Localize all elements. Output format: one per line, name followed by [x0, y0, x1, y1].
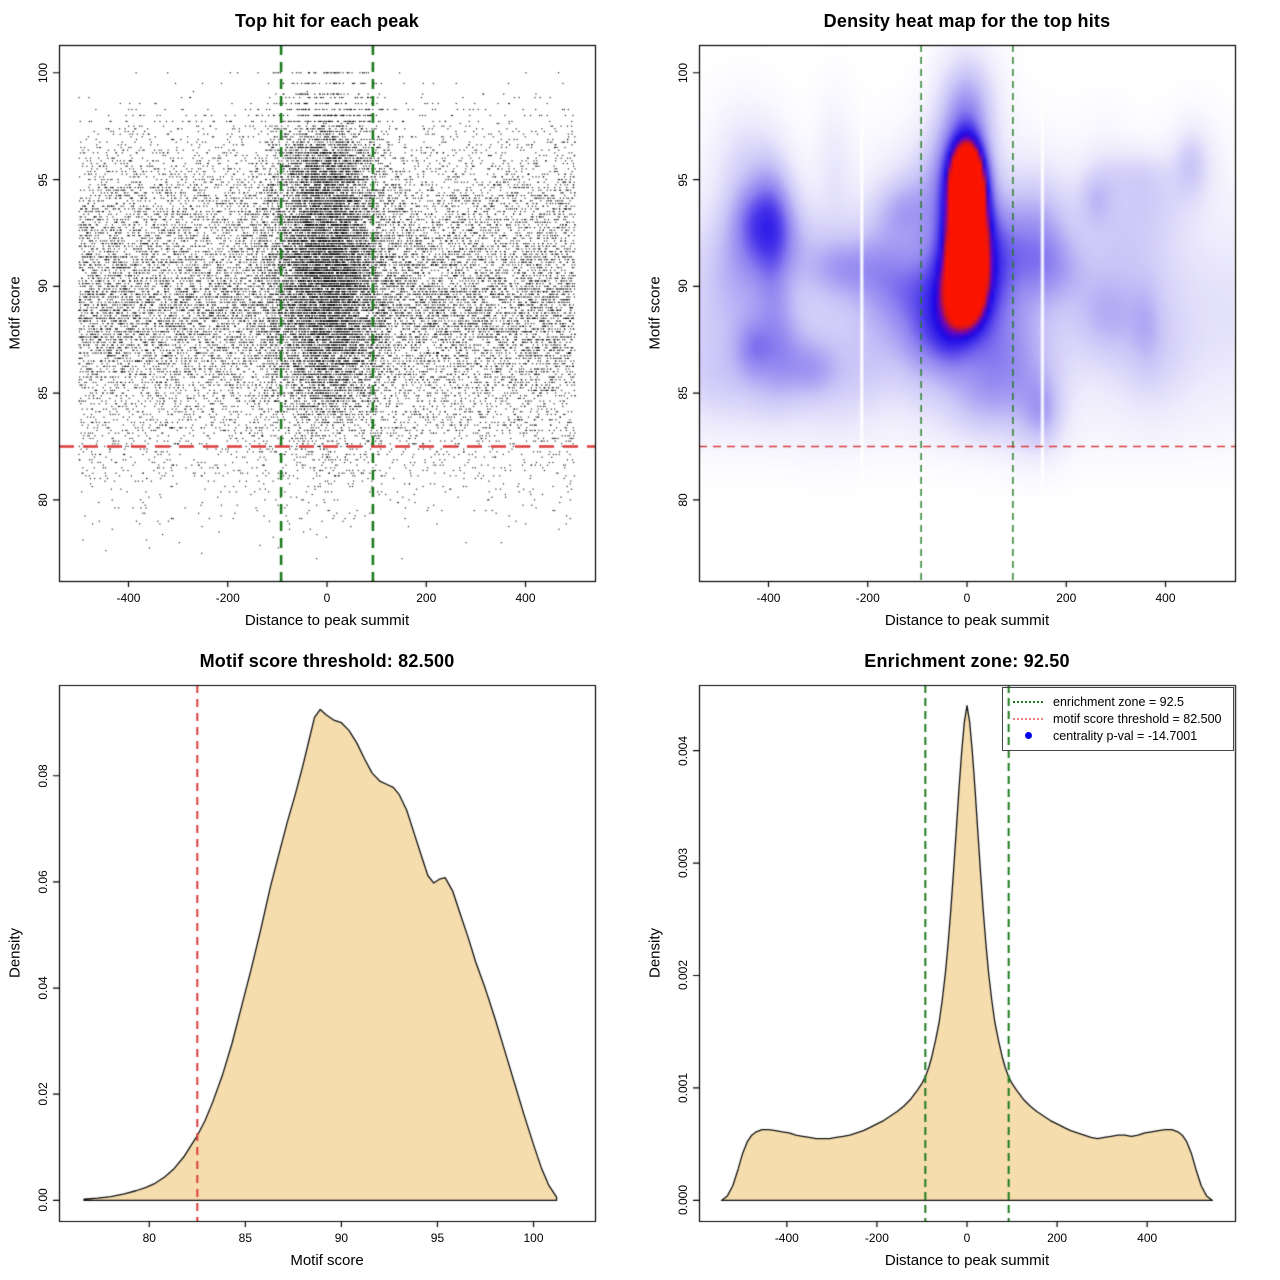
y-tick-label: 0.00 — [36, 1188, 50, 1212]
x-tick-label: 80 — [142, 1231, 156, 1245]
x-tick-label: 400 — [1137, 1231, 1158, 1245]
x-tick-label: -400 — [774, 1231, 799, 1245]
x-axis-label: Motif score — [290, 1252, 364, 1269]
y-tick-label: 0.003 — [676, 848, 690, 879]
x-tick-label: 400 — [515, 591, 536, 605]
legend-key — [1007, 732, 1049, 739]
score-density-plot-canvas — [0, 640, 640, 1280]
y-tick-label: 80 — [36, 493, 50, 507]
y-tick-label: 100 — [36, 62, 50, 83]
distance-density-plot-canvas — [640, 640, 1280, 1280]
x-tick-label: 200 — [1056, 591, 1077, 605]
y-tick-label: 0.002 — [676, 960, 690, 991]
x-tick-label: 90 — [334, 1231, 349, 1245]
heatmap-plot-canvas — [640, 0, 1280, 640]
y-tick-label: 0.04 — [36, 976, 50, 1000]
y-tick-label: 0.08 — [36, 764, 50, 788]
blue-dot-icon — [1024, 732, 1032, 739]
y-axis-label: Density — [6, 927, 24, 979]
legend-label: motif score threshold = 82.500 — [1053, 711, 1222, 726]
x-tick-label: -200 — [215, 591, 240, 605]
y-axis-label: Motif score — [6, 276, 24, 350]
panel-density-heatmap: Density heat map for the top hits Distan… — [640, 0, 1280, 640]
y-tick-label: 90 — [36, 279, 50, 293]
panel-distance-density: Enrichment zone: 92.50 Distance to peak … — [640, 640, 1280, 1280]
scatter-plot-canvas — [0, 0, 640, 640]
y-axis-label: Motif score — [646, 276, 664, 350]
x-tick-label: 0 — [963, 1231, 971, 1245]
panel-scatter-top-hits: Top hit for each peak Distance to peak s… — [0, 0, 640, 640]
legend-item-enrichment-zone: enrichment zone = 92.5 — [1007, 693, 1229, 710]
x-tick-label: 0 — [963, 591, 971, 605]
red-dotted-line-icon — [1013, 717, 1043, 720]
legend-key — [1007, 717, 1049, 720]
legend: enrichment zone = 92.5 motif score thres… — [1002, 687, 1234, 751]
x-tick-label: 400 — [1155, 591, 1176, 605]
y-tick-label: 85 — [676, 386, 690, 400]
y-tick-label: 0.02 — [36, 1082, 50, 1106]
panel-motif-score-density: Motif score threshold: 82.500 Motif scor… — [0, 640, 640, 1280]
plot-title: Density heat map for the top hits — [823, 11, 1111, 31]
y-tick-label: 80 — [676, 493, 690, 507]
x-axis-label: Distance to peak summit — [244, 612, 410, 629]
y-tick-label: 85 — [36, 386, 50, 400]
x-tick-label: -200 — [855, 591, 880, 605]
plot-title: Enrichment zone: 92.50 — [864, 651, 1070, 671]
legend-item-motif-score-threshold: motif score threshold = 82.500 — [1007, 710, 1229, 727]
y-tick-label: 0.001 — [676, 1072, 690, 1103]
plot-title: Motif score threshold: 82.500 — [199, 651, 455, 671]
y-tick-label: 95 — [36, 172, 50, 187]
x-tick-label: 100 — [523, 1231, 544, 1245]
legend-label: centrality p-val = -14.7001 — [1053, 728, 1198, 743]
y-tick-label: 95 — [676, 172, 690, 187]
x-tick-label: 0 — [323, 591, 331, 605]
x-tick-label: 95 — [430, 1231, 445, 1245]
legend-key — [1007, 700, 1049, 703]
x-tick-label: 200 — [1047, 1231, 1068, 1245]
x-tick-label: -200 — [864, 1231, 889, 1245]
y-tick-label: 0.004 — [676, 735, 690, 766]
x-tick-label: -400 — [116, 591, 141, 605]
legend-item-centrality-pval: centrality p-val = -14.7001 — [1007, 727, 1229, 744]
y-tick-label: 0.06 — [36, 870, 50, 894]
y-tick-label: 90 — [676, 279, 690, 293]
y-axis-label: Density — [646, 927, 664, 979]
x-tick-label: -400 — [756, 591, 781, 605]
y-tick-label: 0.000 — [676, 1185, 690, 1216]
legend-label: enrichment zone = 92.5 — [1053, 694, 1184, 709]
green-dotted-line-icon — [1013, 700, 1043, 703]
y-tick-label: 100 — [676, 62, 690, 83]
plot-title: Top hit for each peak — [235, 11, 419, 31]
x-axis-label: Distance to peak summit — [884, 1252, 1050, 1269]
x-tick-label: 200 — [416, 591, 437, 605]
x-axis-label: Distance to peak summit — [884, 612, 1050, 629]
x-tick-label: 85 — [238, 1231, 253, 1245]
